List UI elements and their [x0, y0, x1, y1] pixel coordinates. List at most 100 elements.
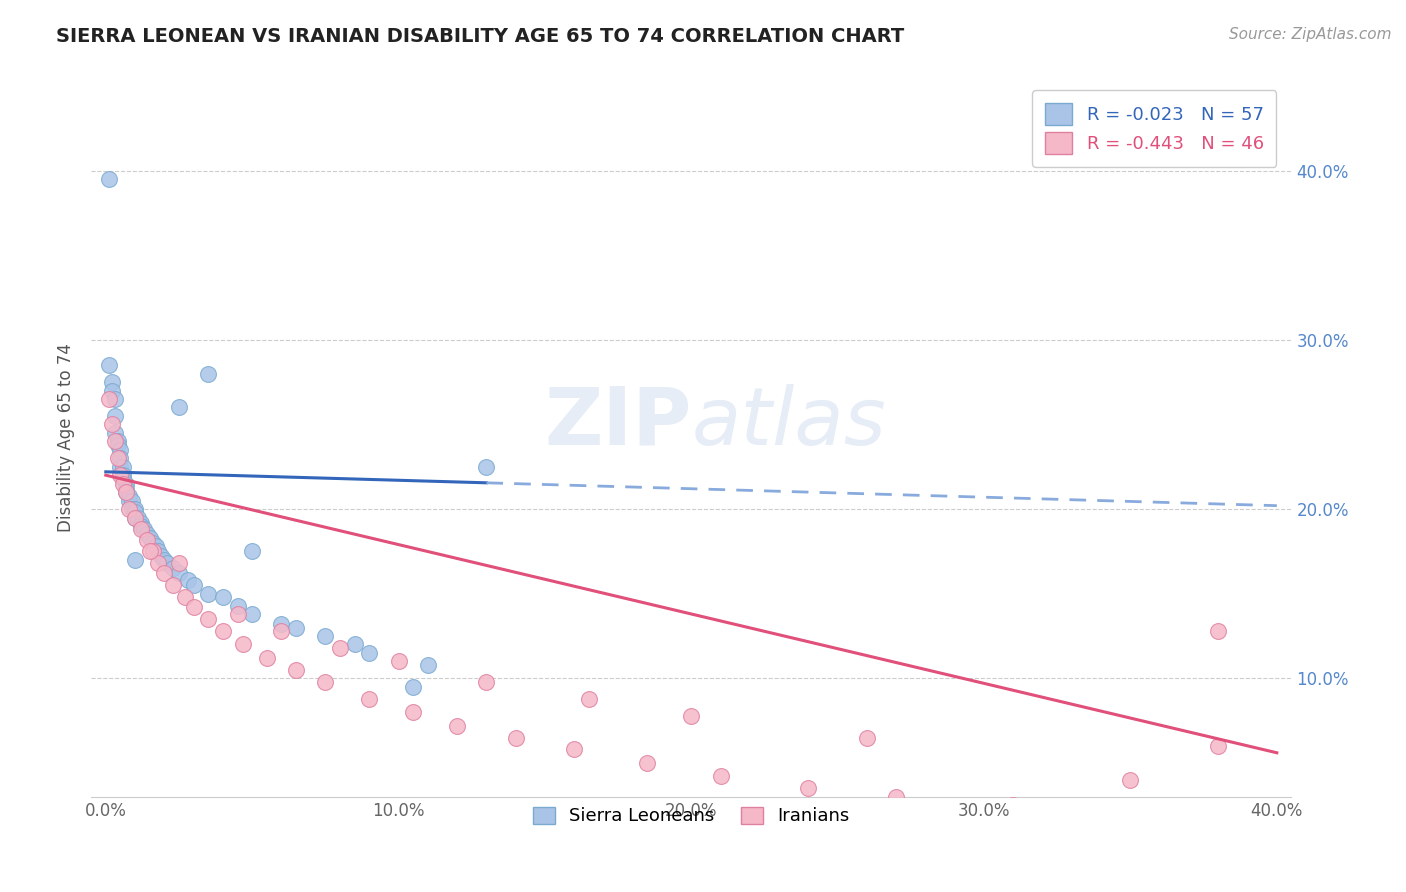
- Point: [97, 392, 120, 406]
- Point: [153, 553, 176, 567]
- Point: [359, 691, 381, 706]
- Point: [240, 544, 263, 558]
- Point: [475, 674, 498, 689]
- Text: SIERRA LEONEAN VS IRANIAN DISABILITY AGE 65 TO 74 CORRELATION CHART: SIERRA LEONEAN VS IRANIAN DISABILITY AGE…: [56, 27, 904, 45]
- Point: [129, 516, 152, 530]
- Point: [100, 417, 122, 432]
- Point: [107, 451, 129, 466]
- Y-axis label: Disability Age 65 to 74: Disability Age 65 to 74: [58, 343, 75, 532]
- Point: [167, 556, 190, 570]
- Point: [856, 731, 879, 745]
- Point: [681, 708, 703, 723]
- Point: [150, 549, 173, 564]
- Point: [103, 409, 125, 423]
- Point: [1206, 624, 1229, 638]
- Point: [183, 600, 205, 615]
- Point: [475, 459, 498, 474]
- Point: [416, 657, 439, 672]
- Point: [127, 510, 149, 524]
- Point: [212, 624, 235, 638]
- Point: [142, 544, 165, 558]
- Point: [1002, 798, 1025, 813]
- Point: [129, 519, 152, 533]
- Point: [132, 522, 155, 536]
- Point: [107, 434, 129, 449]
- Point: [124, 553, 146, 567]
- Point: [562, 742, 585, 756]
- Point: [110, 468, 132, 483]
- Point: [212, 590, 235, 604]
- Point: [118, 493, 141, 508]
- Point: [636, 756, 658, 770]
- Point: [103, 392, 125, 406]
- Point: [197, 587, 219, 601]
- Point: [112, 476, 135, 491]
- Point: [285, 621, 308, 635]
- Point: [797, 781, 820, 796]
- Point: [285, 663, 308, 677]
- Point: [167, 401, 190, 415]
- Point: [240, 607, 263, 621]
- Point: [148, 544, 170, 558]
- Point: [135, 527, 157, 541]
- Point: [112, 459, 135, 474]
- Point: [183, 578, 205, 592]
- Point: [97, 172, 120, 186]
- Point: [710, 769, 733, 783]
- Point: [162, 561, 184, 575]
- Point: [112, 472, 135, 486]
- Point: [110, 451, 132, 466]
- Point: [100, 384, 122, 398]
- Text: atlas: atlas: [692, 384, 886, 462]
- Point: [343, 637, 366, 651]
- Point: [110, 459, 132, 474]
- Legend: Sierra Leoneans, Iranians: Sierra Leoneans, Iranians: [524, 797, 859, 835]
- Point: [115, 485, 138, 500]
- Point: [270, 617, 292, 632]
- Point: [226, 607, 249, 621]
- Point: [177, 573, 200, 587]
- Point: [124, 510, 146, 524]
- Point: [1119, 772, 1142, 787]
- Point: [156, 556, 179, 570]
- Point: [124, 502, 146, 516]
- Point: [270, 624, 292, 638]
- Point: [167, 566, 190, 581]
- Point: [112, 468, 135, 483]
- Point: [100, 375, 122, 389]
- Point: [153, 566, 176, 581]
- Point: [402, 705, 425, 719]
- Point: [387, 654, 409, 668]
- Point: [124, 505, 146, 519]
- Point: [115, 476, 138, 491]
- Point: [135, 533, 157, 547]
- Point: [446, 719, 468, 733]
- Point: [314, 674, 336, 689]
- Point: [402, 680, 425, 694]
- Point: [124, 510, 146, 524]
- Point: [107, 438, 129, 452]
- Text: Source: ZipAtlas.com: Source: ZipAtlas.com: [1229, 27, 1392, 42]
- Point: [110, 442, 132, 457]
- Point: [142, 536, 165, 550]
- Point: [129, 522, 152, 536]
- Point: [148, 556, 170, 570]
- Point: [145, 539, 167, 553]
- Point: [329, 640, 352, 655]
- Point: [197, 612, 219, 626]
- Point: [197, 367, 219, 381]
- Point: [578, 691, 600, 706]
- Text: ZIP: ZIP: [544, 384, 692, 462]
- Point: [121, 502, 143, 516]
- Point: [173, 590, 195, 604]
- Point: [115, 485, 138, 500]
- Point: [118, 488, 141, 502]
- Point: [314, 629, 336, 643]
- Point: [162, 578, 184, 592]
- Point: [1206, 739, 1229, 753]
- Point: [138, 531, 160, 545]
- Point: [232, 637, 254, 651]
- Point: [256, 651, 278, 665]
- Point: [121, 493, 143, 508]
- Point: [103, 425, 125, 440]
